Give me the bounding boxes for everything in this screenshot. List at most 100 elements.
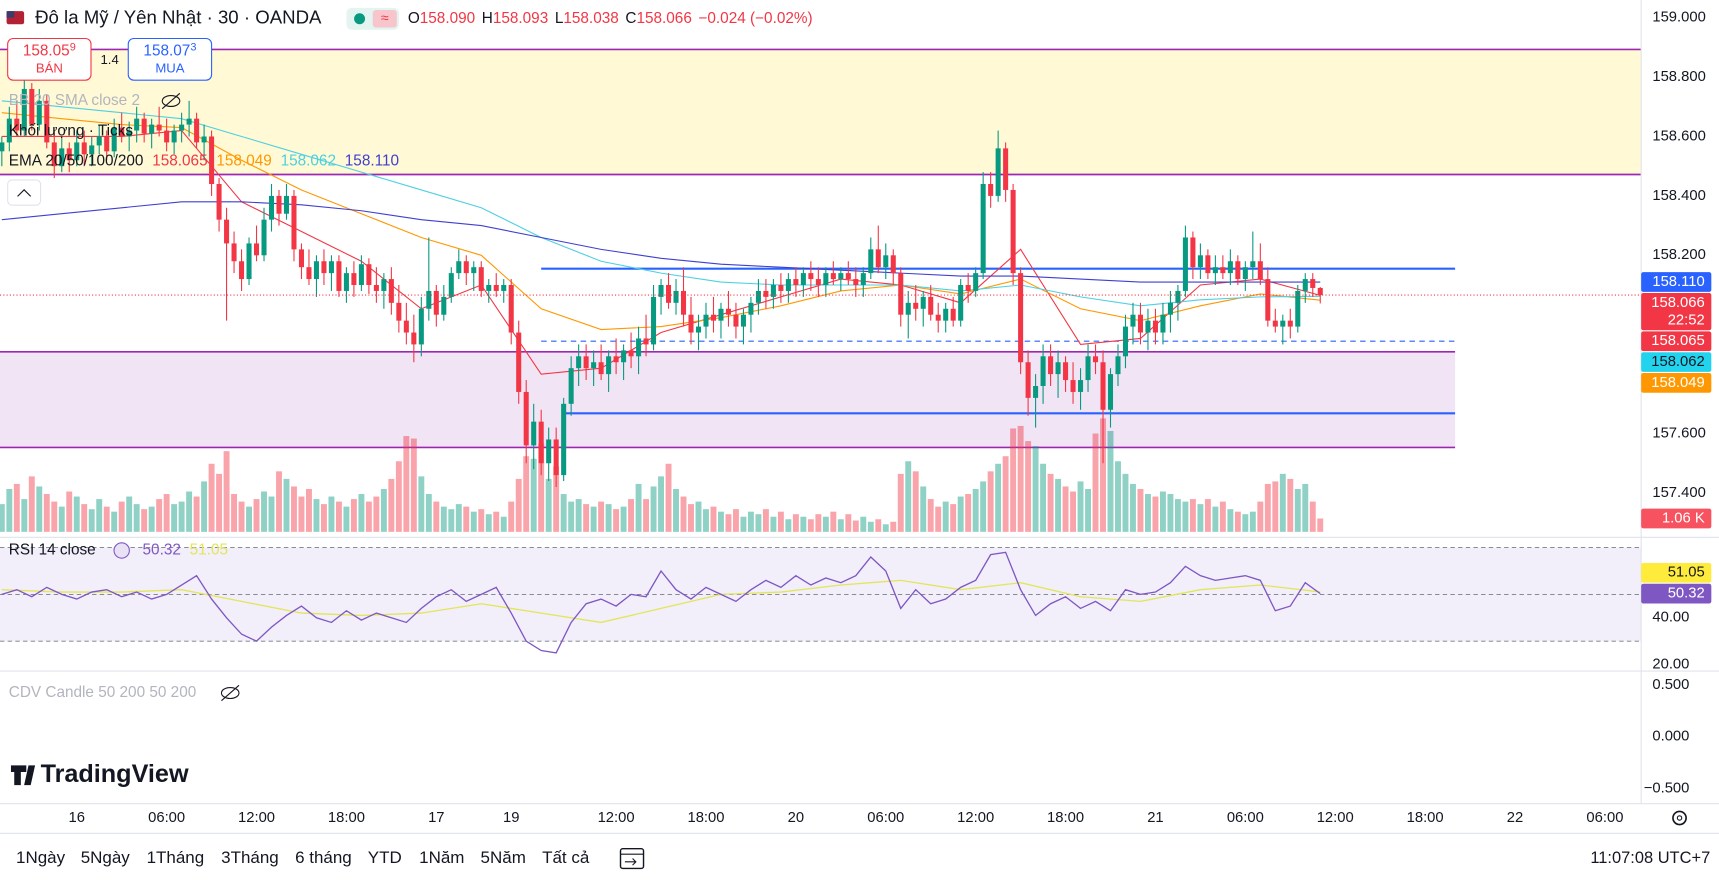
volume-bar xyxy=(598,501,605,532)
volume-bar xyxy=(1159,491,1166,532)
candle-body xyxy=(740,314,746,327)
volume-bar xyxy=(1204,499,1211,532)
buy-price-main: 158.07 xyxy=(143,43,190,60)
volume-bar xyxy=(403,436,410,532)
cdv-legend[interactable]: CDV Candle 50 200 50 200 xyxy=(9,684,196,701)
candle-body xyxy=(493,285,499,291)
candle-body xyxy=(149,124,155,134)
candle-body xyxy=(119,127,125,137)
range-button[interactable]: 1Ngày xyxy=(16,848,66,867)
candle-body xyxy=(171,130,177,143)
volume-bar xyxy=(590,506,597,532)
candle-body xyxy=(1317,287,1323,296)
range-button[interactable]: 1Tháng xyxy=(147,848,205,867)
volume-bar xyxy=(942,501,949,532)
plot-area xyxy=(0,48,1642,654)
volume-bar xyxy=(485,514,492,532)
volume-bar xyxy=(718,511,724,532)
candle-body xyxy=(1257,261,1263,280)
volume-bar xyxy=(1212,506,1219,532)
volume-bar xyxy=(358,494,365,532)
volume-bar xyxy=(523,456,530,532)
volume-bar xyxy=(51,501,58,532)
volume-bar xyxy=(171,504,178,532)
badge-label: 158.062 xyxy=(1651,354,1704,370)
range-button[interactable]: 5Năm xyxy=(481,848,526,867)
badge-bg xyxy=(1641,583,1712,604)
badge-label: 50.32 xyxy=(1668,586,1705,602)
candle-body xyxy=(396,302,402,321)
candle-body xyxy=(36,100,42,125)
date-range-icon[interactable] xyxy=(619,847,645,870)
x-tick-label: 22 xyxy=(1507,810,1523,826)
candle-body xyxy=(366,264,372,286)
volume-bar xyxy=(867,521,874,532)
range-button[interactable]: 6 tháng xyxy=(295,848,352,867)
collapse-button[interactable] xyxy=(7,179,42,206)
volume-bar xyxy=(965,494,972,532)
candle-body xyxy=(875,249,881,268)
candle-body xyxy=(1235,261,1241,280)
ema-legend[interactable]: EMA 20/50/100/200 158.065 158.049 158.062 15… xyxy=(9,152,399,169)
range-button[interactable]: 5Ngày xyxy=(81,848,131,867)
candle-body xyxy=(523,391,529,446)
hidden-eye-icon[interactable] xyxy=(220,684,240,702)
volume-legend[interactable]: Khối lượng · Ticks xyxy=(9,123,134,140)
candle-body xyxy=(1265,279,1271,321)
badge-bg xyxy=(1641,292,1712,331)
candle-body xyxy=(313,261,319,280)
range-button[interactable]: 3Tháng xyxy=(221,848,279,867)
ohlc-key: O xyxy=(408,10,420,27)
bb-legend[interactable]: BB 20 SMA close 2 xyxy=(9,92,140,109)
range-button[interactable]: Tất cả xyxy=(542,848,590,867)
volume-bar xyxy=(28,476,35,532)
volume-bar xyxy=(1197,504,1204,532)
candle-body xyxy=(793,279,799,286)
volume-bar xyxy=(747,511,754,532)
candle-body xyxy=(1003,148,1009,190)
hidden-eye-icon[interactable] xyxy=(161,92,181,110)
ema-legend-value: 158.049 xyxy=(216,152,271,169)
range-button[interactable]: 1Năm xyxy=(419,848,464,867)
symbol-title[interactable]: Đô la Mỹ / Yên Nhật · 30 · OANDA xyxy=(35,7,322,28)
badge-label: 158.066 xyxy=(1651,295,1704,311)
candle-body xyxy=(411,332,417,345)
flag-icon xyxy=(6,11,15,18)
candle-body xyxy=(1040,356,1046,387)
rsi-legend[interactable]: RSI 14 close xyxy=(9,542,96,559)
volume-bar xyxy=(455,504,462,532)
volume-bar xyxy=(320,504,327,532)
candle-body xyxy=(126,130,132,137)
volume-bar xyxy=(291,486,297,532)
ohlc-value: 158.093 xyxy=(493,10,548,27)
ohlc: O158.090 H158.093 L158.038 C158.066 −0.024 (… xyxy=(408,10,813,27)
range-button[interactable]: YTD xyxy=(368,848,402,867)
bottom-toolbar: 11:07:08 UTC+7 1Ngày 5Ngày 1Tháng 3Tháng 6 t… xyxy=(16,810,1710,870)
sell-button[interactable] xyxy=(7,37,92,81)
buy-button[interactable] xyxy=(127,37,213,81)
volume-bar xyxy=(890,521,897,532)
candle-body xyxy=(51,142,57,167)
volume-bar xyxy=(875,519,882,532)
volume-bar xyxy=(1249,511,1256,532)
volume-bar xyxy=(313,499,320,532)
candle-body xyxy=(1287,320,1293,327)
ohlc-key: H xyxy=(482,10,493,27)
clock[interactable]: 11:07:08 UTC+7 xyxy=(1590,849,1710,867)
settings-icon[interactable] xyxy=(1672,810,1687,826)
volume-bar xyxy=(553,466,560,532)
volume-bar xyxy=(935,506,942,532)
volume-bar xyxy=(231,494,238,532)
badge-label: 158.049 xyxy=(1651,375,1704,391)
candle-body xyxy=(1100,362,1106,410)
status-dot xyxy=(354,13,366,25)
candle-body xyxy=(441,296,447,315)
candle-body xyxy=(1205,255,1211,274)
volume-bar xyxy=(88,509,95,532)
candle-body xyxy=(328,261,334,274)
volume-bar xyxy=(1062,486,1069,532)
volume-bar xyxy=(508,501,515,532)
candle-body xyxy=(845,273,851,280)
volume-bar xyxy=(216,473,223,532)
volume-bar xyxy=(1025,441,1032,532)
